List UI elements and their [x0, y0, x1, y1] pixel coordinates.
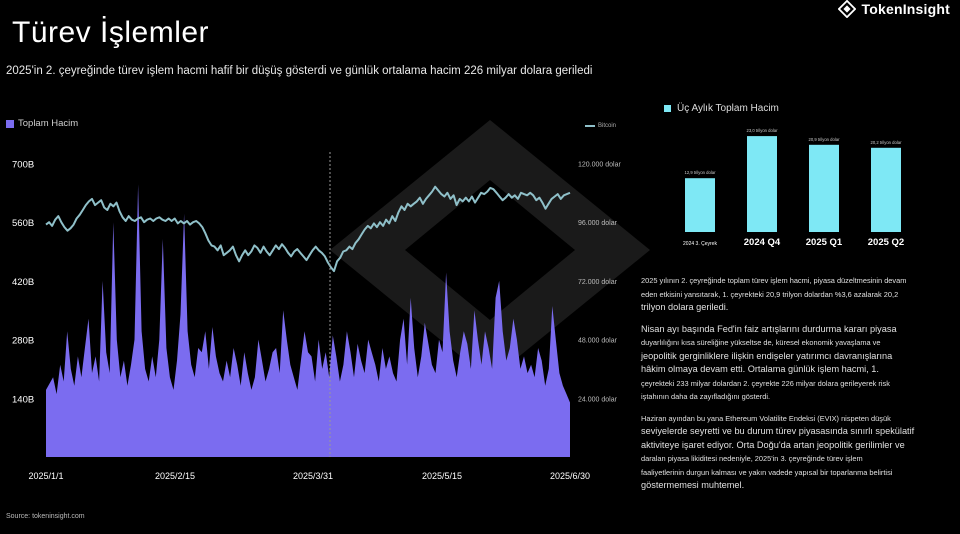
commentary-line: iştahının daha da zayıfladığını gösterdi… [641, 392, 771, 401]
x-tick-label: 2025/2/15 [155, 471, 195, 481]
commentary-line: hâkim olmaya devam etti. Ortalama günlük… [641, 364, 879, 374]
bar-category-label: 2025 Q1 [806, 237, 843, 248]
volume-area [46, 184, 570, 457]
x-tick-label: 2025/6/30 [550, 471, 590, 481]
legend-bitcoin-swatch [585, 125, 595, 127]
commentary-paragraph: Nisan ayı başında Fed'in faiz artışların… [641, 323, 953, 404]
bar-value-label: 20,9 trilyon dolar [809, 137, 841, 142]
source-note: Source: tokeninsight.com [6, 513, 85, 520]
bar-value-label: 23,0 trilyon dolar [747, 128, 779, 133]
brand-name: TokenInsight [861, 1, 950, 17]
bar-value-label: 12,9 trilyon dolar [685, 170, 717, 175]
commentary-line: aktiviteye işaret ediyor. Orta Doğu'da a… [641, 439, 905, 450]
brand-logo: TokenInsight [837, 0, 950, 18]
tokeninsight-logo-icon [837, 0, 856, 18]
quarter-bar [809, 144, 839, 232]
legend-volume: Toplam Hacim [6, 118, 78, 129]
bar-category-label: 2024 Q4 [744, 237, 781, 248]
legend-volume-swatch [6, 119, 14, 128]
legend-quarterly-swatch [664, 105, 671, 112]
legend-bitcoin-label: Bitcoin [598, 123, 617, 129]
y-right-tick-label: 48.000 dolar [578, 338, 618, 345]
commentary-line: göstermemesi muhtemel. [641, 480, 745, 490]
x-tick-label: 2025/1/1 [28, 471, 63, 481]
commentary-line: trilyon dolara geriledi. [641, 302, 729, 312]
commentary-line: Haziran ayından bu yana Ethereum Volatil… [641, 413, 891, 423]
commentary-line: çeyrekteki 233 milyar dolardan 2. çeyrek… [641, 378, 890, 388]
y-left-tick-label: 280B [12, 336, 34, 347]
commentary-line: jeopolitik gerginliklere ilişkin endişel… [641, 350, 893, 361]
y-right-tick-label: 96.000 dolar [578, 220, 618, 227]
y-right-tick-label: 120.000 dolar [578, 161, 621, 168]
y-right-tick-label: 72.000 dolar [578, 279, 618, 286]
x-tick-label: 2025/5/15 [422, 471, 462, 481]
y-left-tick-label: 560B [12, 218, 34, 229]
legend-quarterly-label: Üç Aylık Toplam Hacim [677, 103, 779, 114]
y-left-tick-label: 420B [12, 277, 34, 288]
bitcoin-line [45, 185, 571, 273]
bar-category-label: 2024 3. Çeyrek [683, 241, 717, 247]
y-left-tick-label: 700B [12, 159, 34, 170]
commentary-line: daralan piyasa likiditesi nedeniyle, 202… [641, 454, 863, 463]
bar-value-label: 20,2 trilyon dolar [871, 140, 903, 145]
legend-bitcoin: Bitcoin [585, 123, 616, 129]
page-title: Türev İşlemler [12, 16, 210, 49]
commentary-paragraph: Haziran ayından bu yana Ethereum Volatil… [641, 412, 953, 493]
commentary-line: seviyelerde seyretti ve bu durum türev p… [641, 426, 915, 436]
y-left-tick-label: 140B [12, 394, 34, 405]
commentary-line: 2025 yılının 2. çeyreğinde toplam türev … [641, 276, 907, 285]
page-subtitle: 2025'in 2. çeyreğinde türev işlem hacmi … [6, 65, 593, 77]
quarter-bar [747, 136, 777, 232]
commentary-line: Nisan ayı başında Fed'in faiz artışların… [641, 323, 897, 334]
y-right-tick-label: 24.000 dolar [578, 396, 618, 403]
commentary-panel: 2025 yılının 2. çeyreğinde toplam türev … [641, 274, 953, 501]
volume-bitcoin-chart: 140B 280B 420B 560B 700B 24.000 dolar 48.000 d… [12, 152, 621, 481]
legend-quarterly: Üç Aylık Toplam Hacim [664, 103, 779, 114]
commentary-paragraph: 2025 yılının 2. çeyreğinde toplam türev … [641, 274, 953, 315]
x-tick-label: 2025/3/31 [293, 471, 333, 481]
quarter-bar [685, 178, 715, 232]
commentary-line: eden etkisini yansıtarak, 1. çeyrekteki … [641, 289, 899, 299]
quarter-bar [871, 147, 901, 232]
commentary-line: duyarlılığını kısa süreliğine yükseltse … [641, 338, 881, 347]
quarterly-volume-chart: 12,9 trilyon dolar 2024 3. Çeyrek 23,0 tri… [683, 128, 904, 248]
legend-volume-label: Toplam Hacim [18, 118, 79, 129]
commentary-line: faaliyetlerinin durgun kalması ve yakın … [641, 467, 893, 477]
bar-category-label: 2025 Q2 [868, 237, 904, 248]
